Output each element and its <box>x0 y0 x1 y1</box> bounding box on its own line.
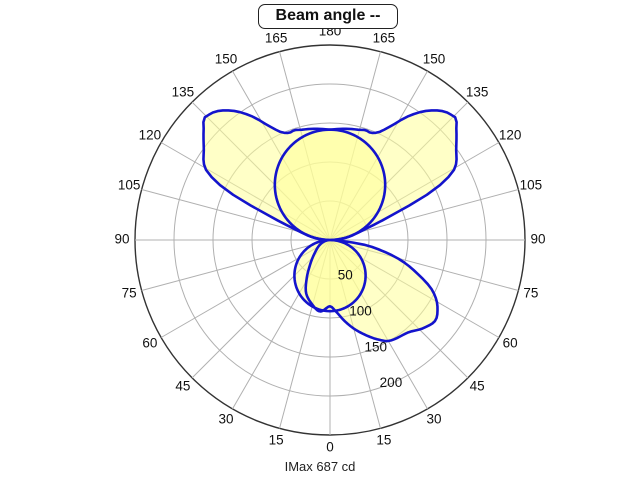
svg-text:100: 100 <box>349 303 372 318</box>
svg-text:45: 45 <box>175 379 190 394</box>
svg-text:60: 60 <box>142 336 157 351</box>
svg-text:90: 90 <box>114 232 129 247</box>
svg-text:15: 15 <box>269 432 284 447</box>
svg-text:30: 30 <box>426 412 441 427</box>
svg-text:135: 135 <box>172 84 195 99</box>
svg-text:120: 120 <box>139 128 162 143</box>
svg-text:105: 105 <box>118 178 141 193</box>
svg-text:120: 120 <box>499 128 522 143</box>
svg-text:165: 165 <box>373 31 396 46</box>
svg-text:150: 150 <box>423 51 446 66</box>
svg-text:135: 135 <box>466 84 489 99</box>
svg-text:75: 75 <box>523 285 538 300</box>
svg-text:30: 30 <box>218 412 233 427</box>
svg-text:50: 50 <box>338 267 353 282</box>
svg-text:90: 90 <box>530 232 545 247</box>
svg-text:0: 0 <box>326 440 334 455</box>
svg-text:15: 15 <box>376 432 391 447</box>
svg-text:105: 105 <box>520 178 543 193</box>
svg-text:150: 150 <box>364 339 387 354</box>
svg-text:150: 150 <box>215 51 238 66</box>
svg-text:200: 200 <box>380 375 403 390</box>
svg-text:75: 75 <box>122 285 137 300</box>
svg-text:60: 60 <box>503 336 518 351</box>
svg-text:45: 45 <box>470 379 485 394</box>
svg-text:165: 165 <box>265 31 288 46</box>
